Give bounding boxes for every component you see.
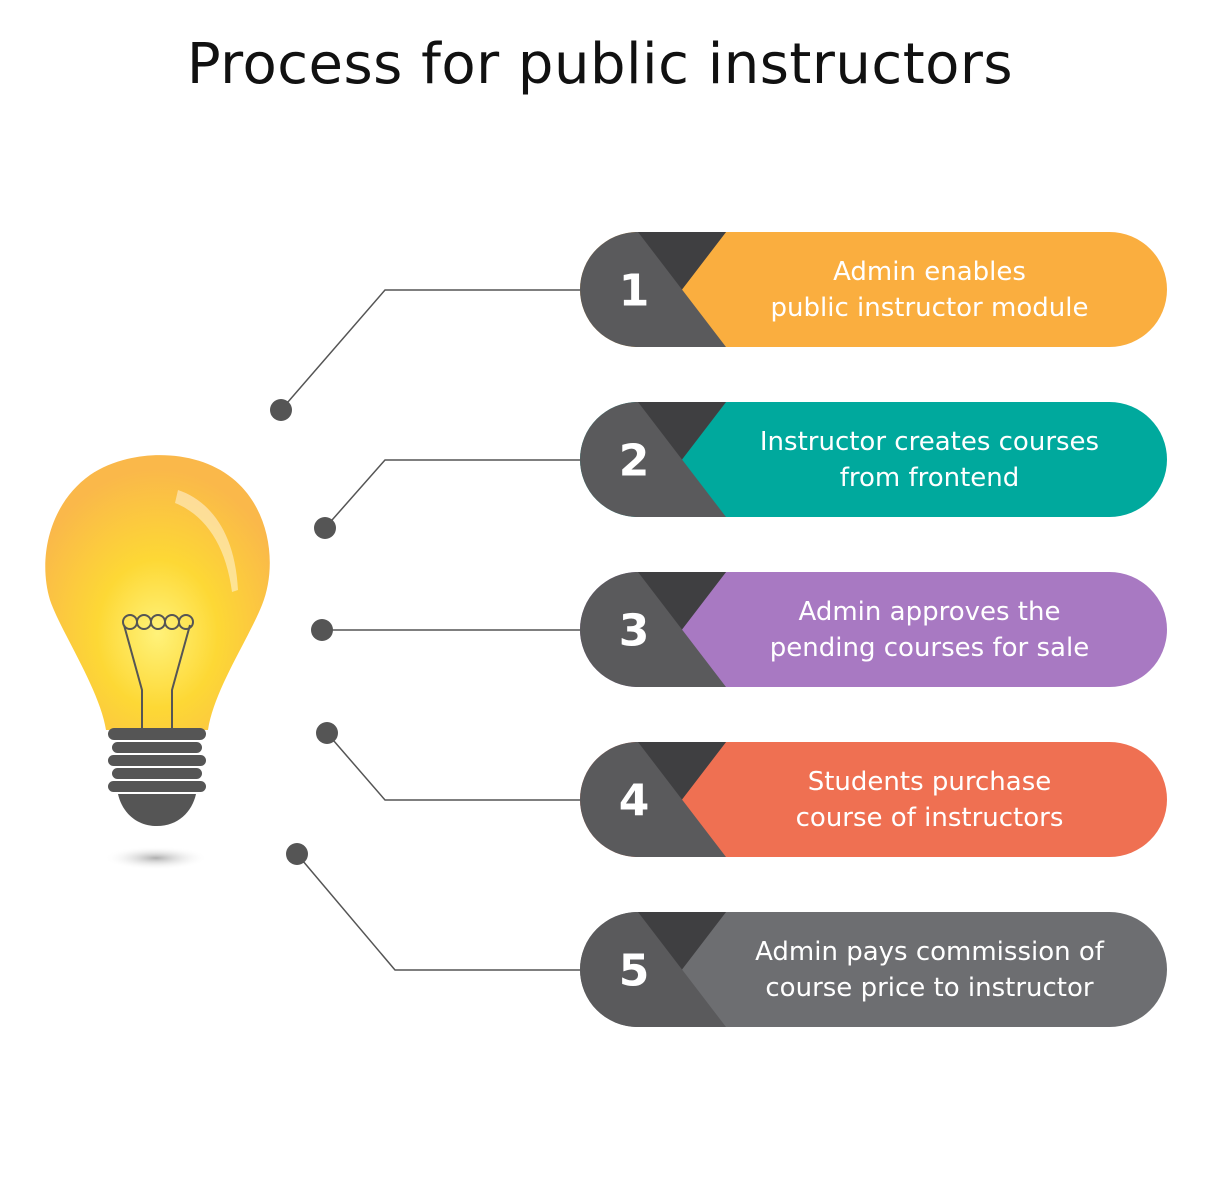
step-badge-fold xyxy=(638,232,726,290)
step-label-line-2: course of instructors xyxy=(795,802,1064,833)
connector-dot-3 xyxy=(311,619,333,641)
step-label-line-1: Students purchase xyxy=(807,766,1052,797)
connector-dot-2 xyxy=(314,517,336,539)
step-badge-fold xyxy=(638,912,726,970)
step-5: 5 xyxy=(580,911,1167,1027)
step-1: 1 xyxy=(580,232,1167,347)
step-3: 3 xyxy=(580,572,1167,687)
step-label-line-1: Instructor creates courses xyxy=(759,426,1100,457)
step-label-line-2: public instructor module xyxy=(770,292,1089,323)
step-2-label: Instructor creates courses from frontend xyxy=(712,402,1147,517)
bulb-glass xyxy=(45,455,270,730)
bulb-highlight xyxy=(175,490,238,592)
step-2: 2 xyxy=(580,402,1167,517)
connector-dot-1 xyxy=(270,399,292,421)
step-label-line-1: Admin approves the xyxy=(798,596,1061,627)
step-label-line-2: from frontend xyxy=(839,462,1020,493)
light-bulb-icon xyxy=(45,455,270,870)
connector-dot-4 xyxy=(316,722,338,744)
step-label-line-2: course price to instructor xyxy=(765,972,1094,1003)
connector-5 xyxy=(296,853,585,971)
step-3-label: Admin approves the pending courses for sa… xyxy=(712,572,1147,687)
step-1-label: Admin enables public instructor module xyxy=(712,232,1147,347)
step-label-line-1: Admin enables xyxy=(833,256,1026,287)
step-pill xyxy=(580,572,1167,687)
step-number: 5 xyxy=(619,946,650,997)
connector-2 xyxy=(324,459,585,529)
step-4: 4 xyxy=(580,742,1167,857)
step-4-label: Students purchase course of instructors xyxy=(712,742,1147,857)
step-number: 4 xyxy=(619,776,650,827)
step-badge-fold xyxy=(638,742,726,800)
step-badge-fold xyxy=(638,572,726,630)
connector-4 xyxy=(326,732,585,801)
step-pill xyxy=(580,742,1167,857)
steps-layer: 1 2 3 4 5 xyxy=(580,232,1167,1027)
step-number: 2 xyxy=(619,436,650,487)
connector-lines xyxy=(270,289,585,971)
step-label-line-1: Admin pays commission of xyxy=(755,936,1104,967)
step-label-line-2: pending courses for sale xyxy=(769,632,1090,663)
bulb-base xyxy=(108,728,206,826)
step-pill xyxy=(580,232,1167,347)
step-number: 1 xyxy=(619,266,650,317)
step-number: 3 xyxy=(619,606,650,657)
step-pill xyxy=(580,911,1167,1027)
connector-dot-5 xyxy=(286,843,308,865)
bulb-filament xyxy=(122,614,194,730)
bulb-shadow xyxy=(104,846,208,870)
step-badge-fold xyxy=(638,402,726,460)
connector-1 xyxy=(280,289,585,411)
step-5-label: Admin pays commission of course price to … xyxy=(712,912,1147,1027)
page-title: Process for public instructors xyxy=(186,32,1014,97)
step-pill xyxy=(580,402,1167,517)
